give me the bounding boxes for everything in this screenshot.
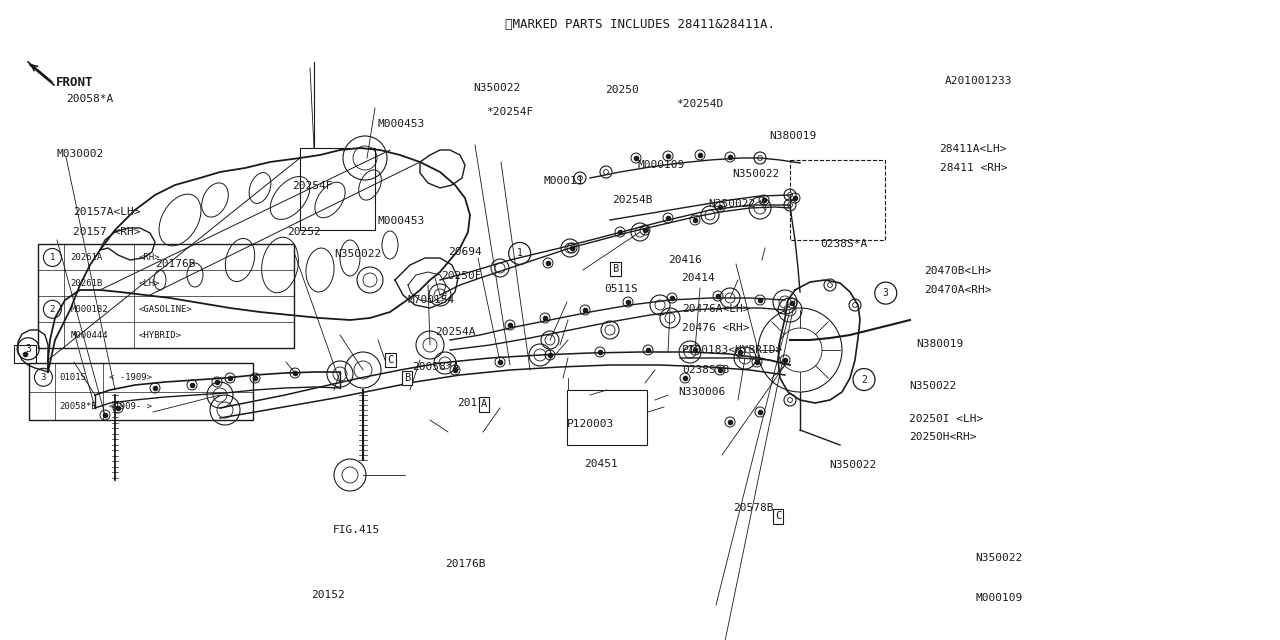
- Text: 20152: 20152: [311, 590, 344, 600]
- Text: <1909- >: <1909- >: [110, 401, 152, 411]
- Text: M000109: M000109: [637, 160, 685, 170]
- Text: C: C: [388, 355, 393, 365]
- Text: 20250: 20250: [605, 84, 639, 95]
- Text: 20578B: 20578B: [733, 502, 774, 513]
- Text: 20176: 20176: [457, 398, 490, 408]
- Text: <GASOLINE>: <GASOLINE>: [138, 305, 192, 314]
- Text: 20250I <LH>: 20250I <LH>: [909, 413, 983, 424]
- Text: <RH>: <RH>: [138, 253, 160, 262]
- Text: 20476A<LH>: 20476A<LH>: [682, 304, 750, 314]
- Text: <HYBRID>: <HYBRID>: [138, 331, 182, 340]
- Text: 20250F: 20250F: [442, 271, 483, 282]
- Text: N350022: N350022: [708, 198, 755, 209]
- Text: 2: 2: [50, 305, 55, 314]
- Bar: [29, 363, 253, 420]
- Bar: [38, 244, 294, 348]
- Text: 1: 1: [517, 248, 522, 259]
- Text: 20416: 20416: [668, 255, 701, 266]
- Text: *20254F: *20254F: [486, 107, 534, 117]
- Bar: [300, 148, 375, 230]
- Text: M000444: M000444: [70, 331, 108, 340]
- Text: B: B: [404, 372, 410, 383]
- Text: N330006: N330006: [678, 387, 726, 397]
- Text: N350022: N350022: [975, 553, 1023, 563]
- Text: N350022: N350022: [829, 460, 877, 470]
- Text: M000182: M000182: [70, 305, 108, 314]
- Text: 20058*A: 20058*A: [67, 94, 114, 104]
- Text: 20254B: 20254B: [612, 195, 653, 205]
- Text: A201001233: A201001233: [945, 76, 1012, 86]
- Text: N350022: N350022: [732, 169, 780, 179]
- Text: 28411 <RH>: 28411 <RH>: [940, 163, 1007, 173]
- Text: 20058*B: 20058*B: [59, 401, 97, 411]
- Text: <LH>: <LH>: [138, 279, 160, 288]
- Text: 20414: 20414: [681, 273, 714, 284]
- Text: < -1909>: < -1909>: [110, 372, 152, 382]
- Text: M000109: M000109: [975, 593, 1023, 604]
- Text: 20261A: 20261A: [70, 253, 102, 262]
- Text: 20254F: 20254F: [292, 181, 333, 191]
- Text: M000453: M000453: [378, 216, 425, 226]
- Text: N350022: N350022: [334, 249, 381, 259]
- Text: 20470A<RH>: 20470A<RH>: [924, 285, 992, 295]
- Text: 20254A: 20254A: [435, 326, 476, 337]
- Text: 28411A<LH>: 28411A<LH>: [940, 144, 1007, 154]
- Text: FRONT: FRONT: [56, 76, 93, 88]
- Text: FIG.415: FIG.415: [333, 525, 380, 535]
- Text: 0101S: 0101S: [59, 372, 86, 382]
- Text: P120003: P120003: [567, 419, 614, 429]
- Text: 3: 3: [26, 344, 31, 354]
- Text: 20157 <RH>: 20157 <RH>: [73, 227, 141, 237]
- Text: N350022: N350022: [909, 381, 956, 391]
- Text: 20157A<LH>: 20157A<LH>: [73, 207, 141, 218]
- Text: M00011: M00011: [544, 176, 585, 186]
- Text: 20176B: 20176B: [155, 259, 196, 269]
- Text: 3: 3: [883, 288, 888, 298]
- Text: 0238S*A: 0238S*A: [820, 239, 868, 250]
- Text: 20451: 20451: [584, 459, 617, 469]
- Text: 3: 3: [41, 372, 46, 382]
- Text: M000453: M000453: [378, 118, 425, 129]
- Text: N380019: N380019: [769, 131, 817, 141]
- Text: 20250H<RH>: 20250H<RH>: [909, 432, 977, 442]
- Bar: [790, 160, 884, 240]
- Text: C: C: [776, 511, 781, 522]
- Text: B: B: [613, 264, 618, 274]
- Text: 20476 <RH>: 20476 <RH>: [682, 323, 750, 333]
- Text: 0511S: 0511S: [604, 284, 637, 294]
- Text: 20252: 20252: [287, 227, 320, 237]
- Text: P100183<HYBRID>: P100183<HYBRID>: [682, 345, 783, 355]
- Text: 20058*A: 20058*A: [412, 362, 460, 372]
- Text: 20261B: 20261B: [70, 279, 102, 288]
- Text: 2: 2: [861, 374, 867, 385]
- Text: N380019: N380019: [916, 339, 964, 349]
- Bar: [14, 345, 36, 363]
- Text: 0238S*B: 0238S*B: [682, 365, 730, 375]
- Text: *20254D: *20254D: [676, 99, 723, 109]
- Text: M030002: M030002: [56, 148, 104, 159]
- Text: N350022: N350022: [474, 83, 521, 93]
- Text: A: A: [481, 399, 486, 410]
- Bar: [567, 390, 646, 445]
- Text: 1: 1: [50, 253, 55, 262]
- Text: ※MARKED PARTS INCLUDES 28411&28411A.: ※MARKED PARTS INCLUDES 28411&28411A.: [506, 18, 774, 31]
- Text: M700154: M700154: [407, 294, 454, 305]
- Text: 20694: 20694: [448, 246, 481, 257]
- Text: 20176B: 20176B: [445, 559, 486, 570]
- Text: 20470B<LH>: 20470B<LH>: [924, 266, 992, 276]
